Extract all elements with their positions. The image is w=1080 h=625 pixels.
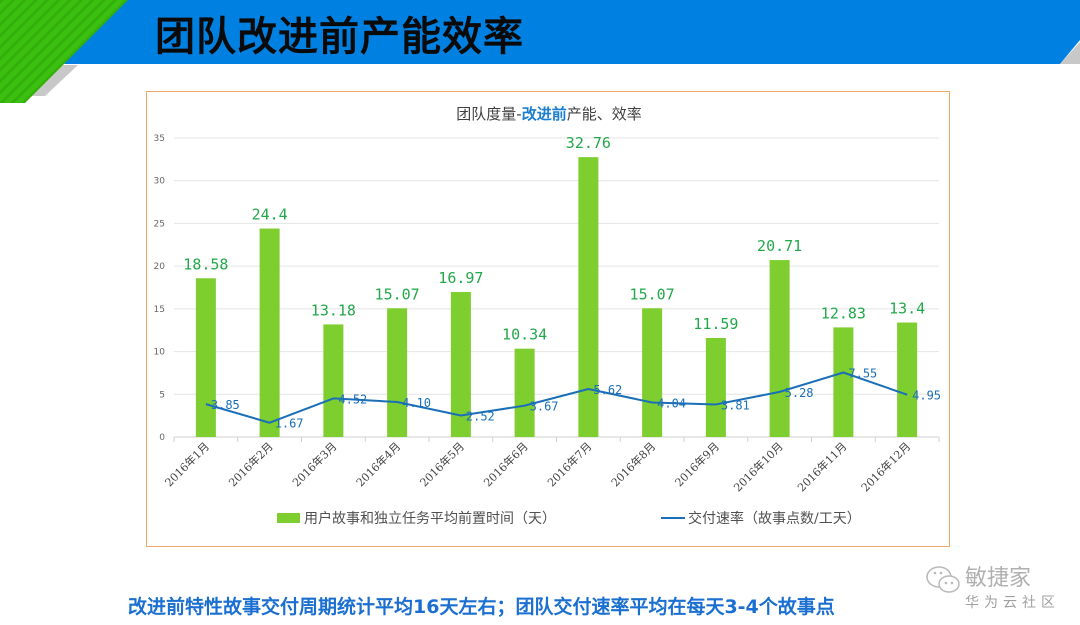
line-data-label: 3.85 [211,398,240,412]
bar [259,228,280,437]
bar-data-label: 15.07 [630,285,675,303]
line-data-label: 4.04 [657,396,686,410]
watermark-sub: 华为云社区 [965,595,1060,611]
bar-data-label: 15.07 [375,285,420,303]
bar [897,322,918,437]
legend-line-label: 交付速率（故事点数/工天） [688,510,861,527]
bar-data-label: 13.18 [311,301,356,319]
data-labels: 18.58 24.4 13.18 15.07 16.97 10.34 32.76 15.07 1… [183,134,941,431]
x-tick-label: 2016年4月 [353,439,403,489]
bar-data-label: 24.4 [252,206,288,224]
bar [578,157,599,438]
bar [387,308,408,437]
chart: 团队度量-改进前产能、效率 0 5 10 15 20 25 30 35 18.58 24.4 13… [154,105,941,527]
header-blue-band [64,0,1080,64]
line-data-label: 4.10 [402,396,431,410]
watermark-brand: 敏捷家 [965,566,1032,591]
bar-data-label: 11.59 [693,315,738,333]
bar-data-label: 16.97 [438,269,483,287]
grid-lines [173,137,940,442]
chart-title-suffix: 产能、效率 [567,105,642,123]
chart-title-highlight: 改进前 [522,105,567,123]
line-data-label: 5.28 [785,386,814,400]
bar [642,308,663,437]
y-tick-label: 5 [159,390,165,400]
bar-data-label: 20.71 [757,237,802,255]
bar [323,324,344,437]
bar [450,292,471,437]
bar-data-label: 10.34 [502,326,547,344]
line-data-label: 4.52 [338,392,367,406]
header-green-stripe [0,0,128,103]
x-tick-label: 2016年5月 [417,439,467,489]
y-tick-label: 10 [154,348,166,358]
chart-title-prefix: 团队度量- [456,105,521,123]
chart-frame: 团队度量-改进前产能、效率 0 5 10 15 20 25 30 35 18.58 24.4 13… [146,91,950,547]
bar [514,348,535,437]
bar-data-label: 32.76 [566,134,611,152]
x-tick-label: 2016年11月 [794,439,849,494]
bar-data-label: 12.83 [821,304,866,322]
line-data-label: 1.67 [275,417,304,431]
x-tick-label: 2016年9月 [672,439,722,489]
line-data-label: 5.62 [593,383,622,397]
x-tick-label: 2016年12月 [858,439,913,494]
bar [769,260,790,437]
x-tick-label: 2016年8月 [608,439,658,489]
bar [195,278,216,437]
header-right-shadow [1060,42,1080,64]
x-tick-label: 2016年7月 [544,439,594,489]
header-decoration [0,0,1080,103]
wechat-icon [926,566,960,593]
watermark: 敏捷家 华为云社区 [925,560,1075,620]
y-tick-label: 0 [159,433,165,443]
y-tick-label: 25 [154,219,165,229]
bar [705,337,726,437]
y-tick-label: 20 [154,262,166,272]
line-data-label: 2.52 [466,409,495,423]
legend: 用户故事和独立任务平均前置时间（天） 交付速率（故事点数/工天） [277,510,861,527]
line-data-label: 3.67 [530,400,559,414]
line-path [205,371,908,424]
y-tick-label: 35 [154,134,165,144]
bar-series [195,157,918,438]
x-tick-label: 2016年10月 [731,439,786,494]
x-tick-label: 2016年2月 [226,439,276,489]
header-banner: 团队改进前产能效率 [0,0,1080,110]
legend-bar-swatch [277,513,300,523]
y-tick-label: 15 [154,305,165,315]
y-axis-ticks: 0 5 10 15 20 25 30 35 [154,134,166,443]
bar-data-label: 13.4 [889,300,925,318]
x-axis-ticks: 2016年1月 2016年2月 2016年3月 2016年4月 2016年5月 2016年… [162,439,913,494]
line-data-label: 3.81 [721,398,750,412]
x-tick-label: 2016年1月 [162,439,212,489]
line-data-label: 4.95 [912,389,941,403]
header-left-shadow [30,65,78,96]
line-series [205,371,908,424]
chart-title: 团队度量-改进前产能、效率 [456,105,641,123]
line-data-label: 7.55 [848,367,877,381]
y-tick-label: 30 [154,177,166,187]
summary-text: 改进前特性故事交付周期统计平均16天左右；团队交付速率平均在每天3-4个故事点 [128,596,835,618]
legend-bar-label: 用户故事和独立任务平均前置时间（天） [304,510,556,527]
bar-data-label: 18.58 [183,255,228,273]
page-title: 团队改进前产能效率 [155,14,524,60]
bar [833,327,854,437]
x-tick-label: 2016年6月 [481,439,531,489]
x-tick-label: 2016年3月 [289,439,339,489]
